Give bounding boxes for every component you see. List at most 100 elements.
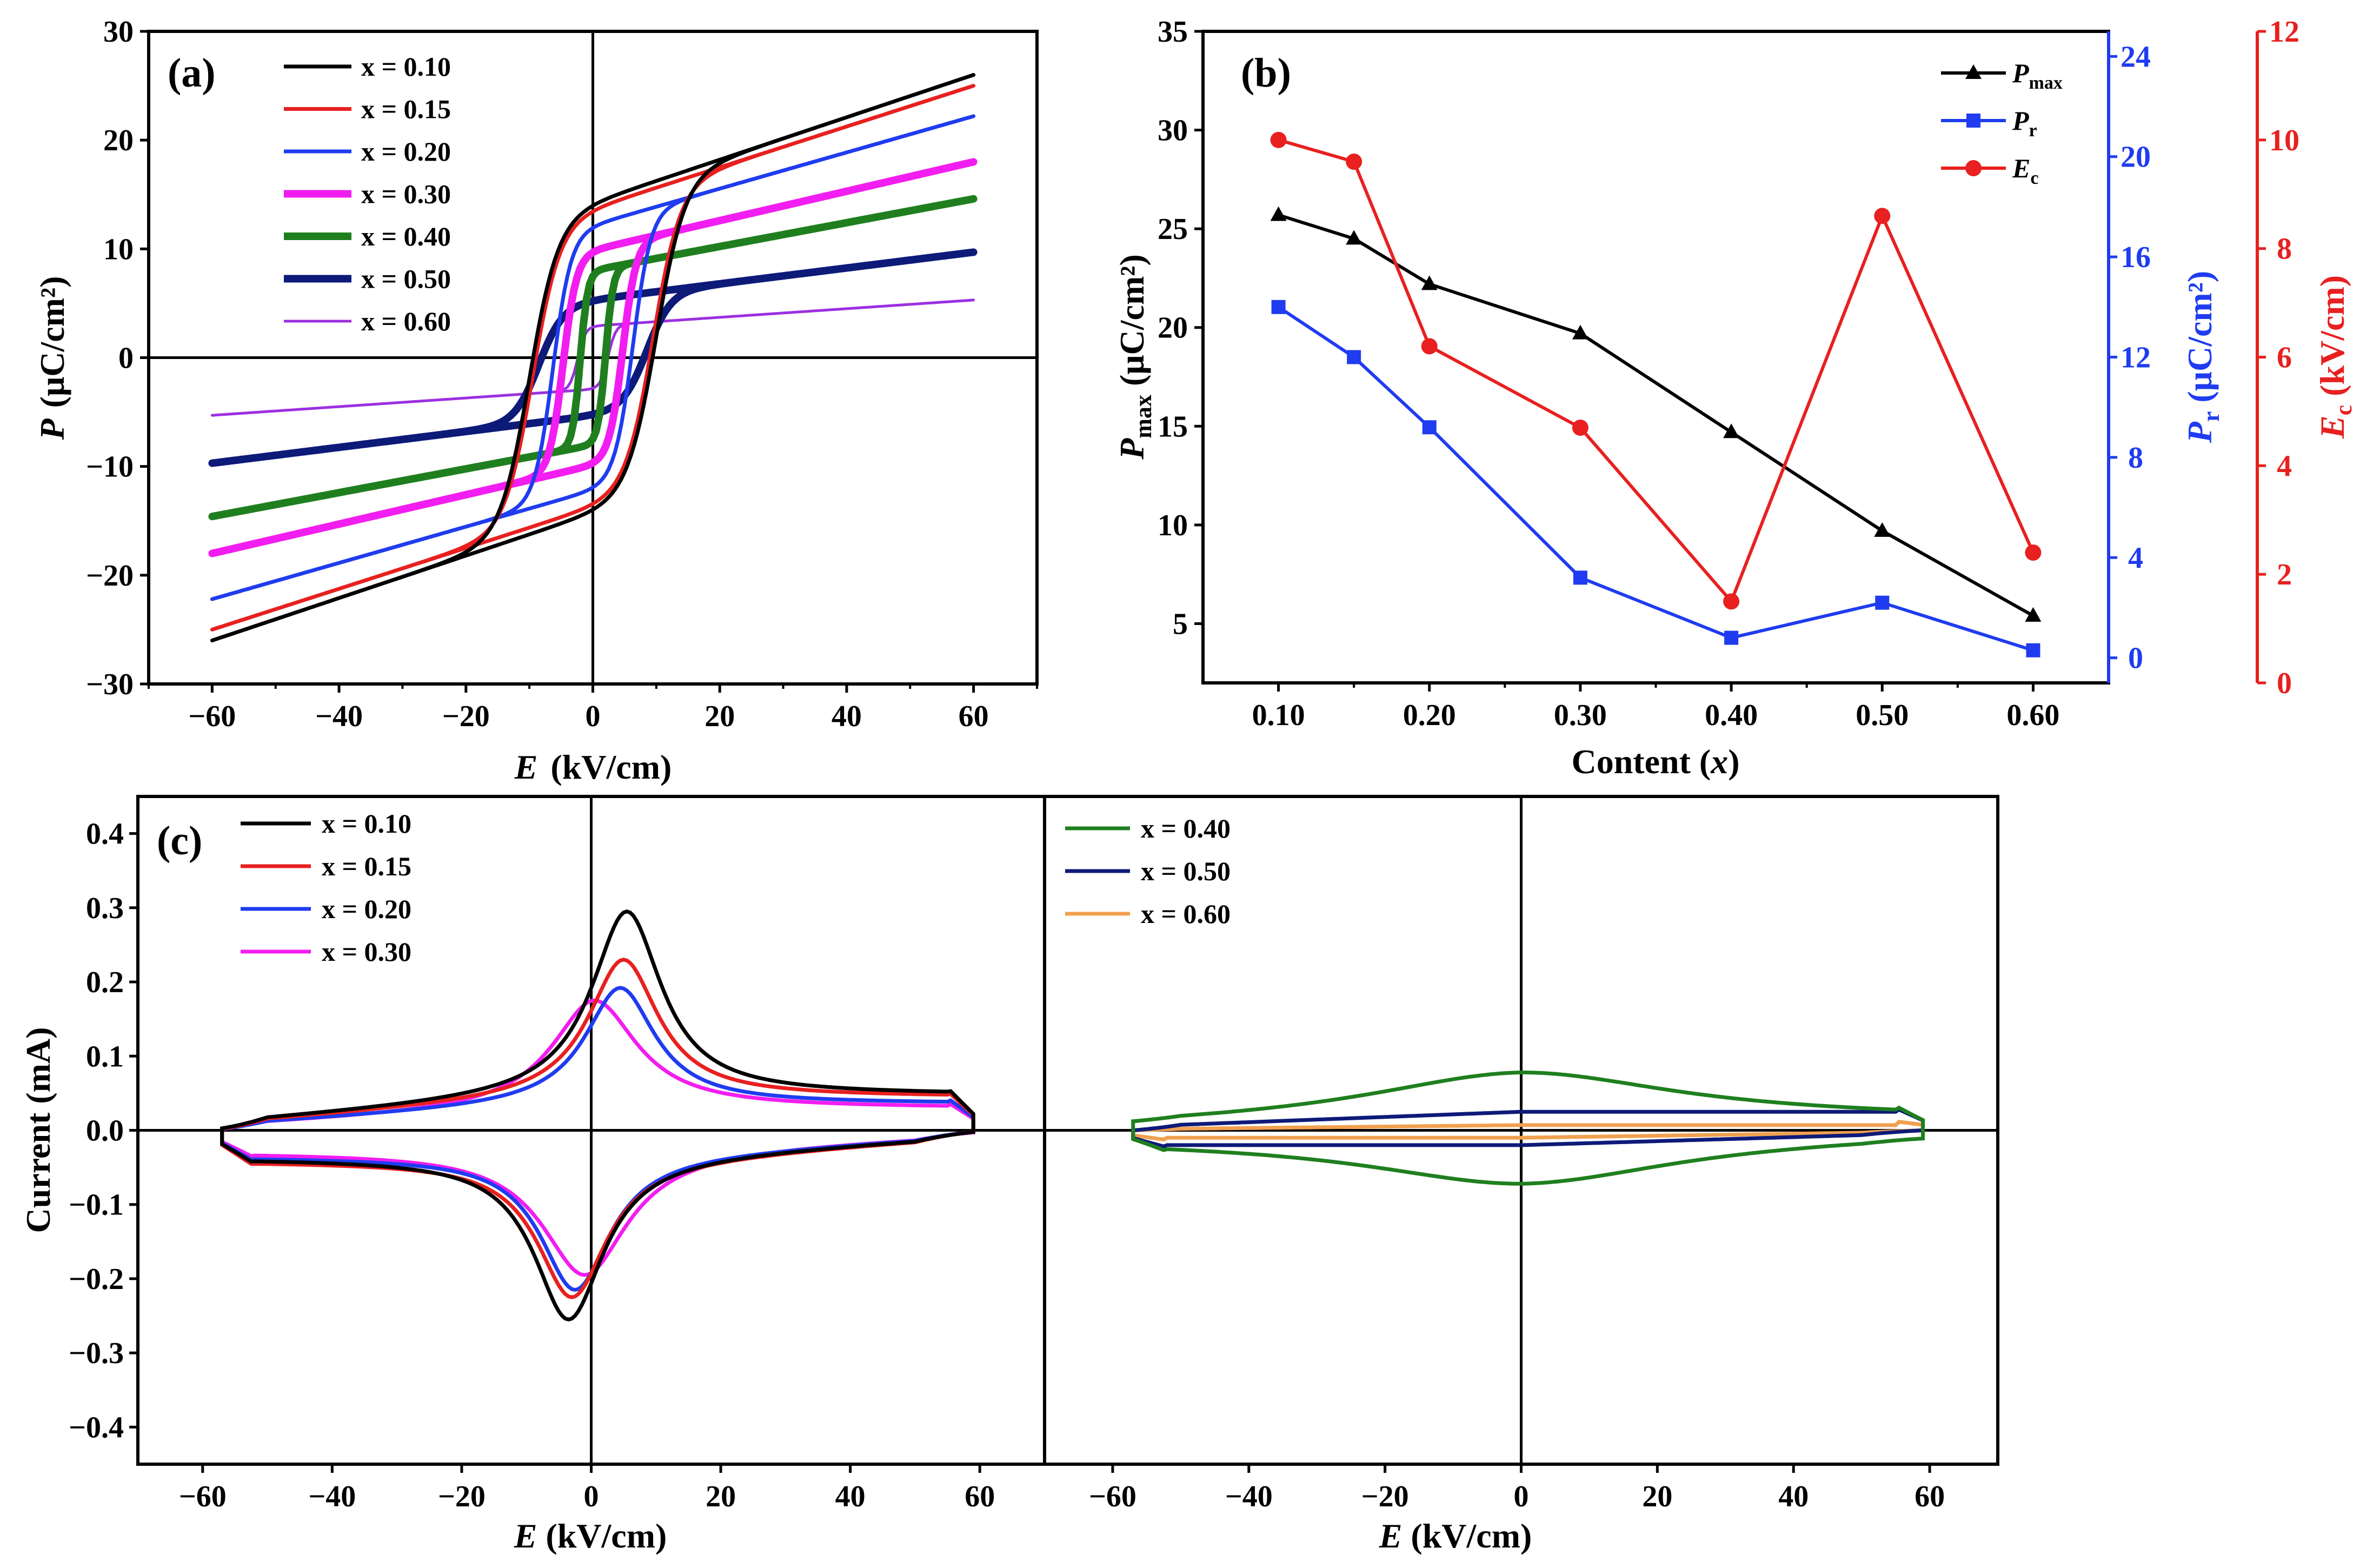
- panel-b-left-y-tick-label: 15: [1158, 410, 1188, 443]
- panel-c-label: (c): [157, 818, 202, 863]
- panel-c-y-tick-label: −0.2: [69, 1263, 124, 1296]
- panel-b-right2-y-var: E: [2313, 415, 2351, 439]
- panel-c-y-tick-label: 0.0: [86, 1114, 124, 1148]
- panel-c-right-legend-label: x = 0.60: [1141, 899, 1231, 929]
- panel-a-legend-label: x = 0.60: [361, 306, 451, 336]
- panel-b-marker-circle: [1346, 154, 1362, 170]
- panel-b-marker-square: [2026, 643, 2040, 657]
- panel-b-left-y-tick-label: 5: [1173, 607, 1188, 641]
- panel-c-right-x-var: E: [1379, 1517, 1402, 1555]
- panel-b-right1-y-axis-title: Pr (μC/cm²): [2181, 271, 2224, 443]
- panel-b-x-text: Content (: [1571, 742, 1711, 781]
- panel-c-left-legend-label: x = 0.20: [322, 894, 411, 924]
- panel-c-y-axis-title: Current (mA): [19, 1027, 57, 1233]
- panel-b-marker-circle: [1723, 593, 1740, 610]
- panel-b-left-y-tick-label: 25: [1158, 212, 1188, 246]
- panel-a-legend-label: x = 0.15: [361, 94, 451, 124]
- panel-c-left-legend: x = 0.10 x = 0.15 x = 0.20 x = 0.30: [241, 808, 411, 967]
- panel-b-marker-circle: [1572, 420, 1588, 436]
- panel-b-marker-circle: [1421, 338, 1438, 355]
- panel-a-x-tick-label: −40: [315, 700, 363, 733]
- panel-b-x-tick-label: 0.20: [1403, 699, 1456, 732]
- panel-a-legend-label: x = 0.40: [361, 221, 451, 251]
- panel-c-y-tick-label: −0.1: [69, 1188, 124, 1222]
- panel-b-marker-square: [1724, 630, 1739, 645]
- panel-b-x-tick-label: 0.10: [1252, 699, 1305, 732]
- panel-b-legend-label: Ec: [2012, 153, 2038, 188]
- panel-c-left-legend-label: x = 0.30: [322, 936, 411, 967]
- panel-c-left-x-tick-label: 20: [706, 1480, 736, 1513]
- panel-a-axes: −60 −40 −20 0 20 40 60 −30 −20 −10 0 10 20 30: [86, 15, 1038, 733]
- panel-c-left-x-axis-title: E (kV/cm): [514, 1517, 667, 1555]
- panel-c-left-x-tick-label: −20: [438, 1480, 486, 1513]
- panel-c-left-x-tick-label: 0: [584, 1480, 599, 1513]
- panel-b-marker-circle: [1270, 131, 1287, 148]
- panel-b-right1-y-tick-label: 8: [2128, 441, 2143, 475]
- panel-a-x-tick-label: 0: [586, 700, 601, 733]
- panel-b-right1-y-tick-label: 12: [2121, 341, 2151, 375]
- panel-c-left-current-loop: [220, 998, 975, 1277]
- panel-a-loop: [210, 114, 976, 601]
- panel-b-series-line: [1278, 213, 2034, 617]
- panel-b-x-var: x: [1710, 742, 1728, 781]
- panel-b-marker-square: [1422, 420, 1437, 435]
- panel-b-legend-marker: [1965, 160, 1982, 176]
- panel-a-curves: [208, 73, 978, 642]
- panel-a-y-unit: (μC/cm²): [33, 276, 71, 408]
- panel-c-left-legend-label: x = 0.10: [322, 808, 411, 839]
- panel-c-left-x-tick-label: −40: [308, 1480, 356, 1513]
- panel-b-curves: [1270, 131, 2042, 657]
- panel-c-right-legend-label: x = 0.40: [1141, 813, 1231, 843]
- panel-b-x-axis-title: Content (x): [1571, 742, 1739, 781]
- panel-c-left-current-loop: [220, 909, 975, 1322]
- panel-b-marker-circle: [1874, 208, 1891, 224]
- panel-a-legend: x = 0.10 x = 0.15 x = 0.20 x = 0.30 x = 0.40…: [284, 51, 451, 336]
- panel-b-marker-triangle: [1723, 423, 1740, 438]
- panel-c-left-x-tick-label: −60: [179, 1480, 227, 1513]
- panel-b-x-tick-label: 0.60: [2006, 699, 2059, 732]
- panel-a-x-tick-label: 20: [704, 700, 735, 733]
- panel-b-left-y-tick-label: 10: [1158, 509, 1188, 542]
- panel-b-right1-y-tick-label: 0: [2128, 642, 2143, 675]
- panel-b-x-close: ): [1728, 742, 1739, 781]
- panel-a-y-tick-label: 10: [103, 232, 134, 266]
- panel-c-right-current-loop: [1131, 1071, 1925, 1186]
- panel-c-curves: [220, 909, 1925, 1322]
- panel-b-right2-y-tick-label: 12: [2269, 15, 2299, 49]
- panel-b-marker-circle: [2025, 544, 2042, 561]
- panel-b-legend: Pmax Pr Ec: [1941, 58, 2063, 188]
- panel-b-left-y-unit: (μC/cm²): [1113, 254, 1151, 386]
- panel-b-right1-y-var: P: [2181, 421, 2219, 443]
- panel-a-legend-label: x = 0.50: [361, 264, 451, 294]
- panel-b-right2-y-tick-label: 10: [2269, 124, 2299, 157]
- panel-b-right2-y-tick-label: 4: [2277, 449, 2292, 483]
- panel-c-right-legend-label: x = 0.50: [1141, 856, 1231, 886]
- panel-a-y-axis-title: P (μC/cm²): [33, 276, 71, 441]
- panel-c-left-legend-label: x = 0.15: [322, 851, 411, 881]
- panel-c-right-legend: x = 0.40 x = 0.50 x = 0.60: [1065, 813, 1231, 929]
- panel-a-loop: [210, 298, 975, 417]
- panel-c-right-x-tick-label: 60: [1915, 1480, 1945, 1513]
- panel-b-left-y-tick-label: 35: [1158, 15, 1188, 49]
- panel-b-right1-y-tick-label: 24: [2121, 40, 2151, 74]
- panel-c-left-current-loop: [220, 986, 975, 1292]
- panel-b-right1-y-tick-label: 20: [2121, 141, 2151, 174]
- panel-b-right2-y-tick-label: 0: [2277, 667, 2292, 700]
- panel-b-series-line: [1278, 138, 2035, 605]
- panel-b-right1-y-tick-label: 4: [2128, 541, 2143, 575]
- panel-b-right1-y-sub: r: [2198, 411, 2224, 422]
- panel-c-left-x-unit: (kV/cm): [546, 1517, 667, 1555]
- panel-a-x-unit: (kV/cm): [550, 748, 672, 786]
- panel-b-right1-y-tick-label: 16: [2121, 241, 2151, 274]
- panel-c-left-x-tick-label: 60: [965, 1480, 995, 1513]
- panel-a-x-tick-label: 40: [832, 700, 862, 733]
- panel-a-y-tick-label: 30: [103, 15, 134, 49]
- panel-b-legend-marker: [1965, 64, 1982, 79]
- panel-a-loop: [208, 195, 978, 521]
- panel-a-hysteresis-loops: −60 −40 −20 0 20 40 60 −30 −20 −10 0 10 20 30 (a) x =…: [33, 15, 1039, 786]
- panel-c-current-loops: 0.4 0.3 0.2 0.1 0.0 −0.1 −0.2 −0.3 −0.4 −60 −40 −20…: [19, 795, 1999, 1555]
- panel-c-right-x-tick-label: −20: [1361, 1480, 1409, 1513]
- panel-b-right2-y-tick-label: 2: [2277, 558, 2292, 592]
- panel-b-x-tick-label: 0.30: [1554, 699, 1607, 732]
